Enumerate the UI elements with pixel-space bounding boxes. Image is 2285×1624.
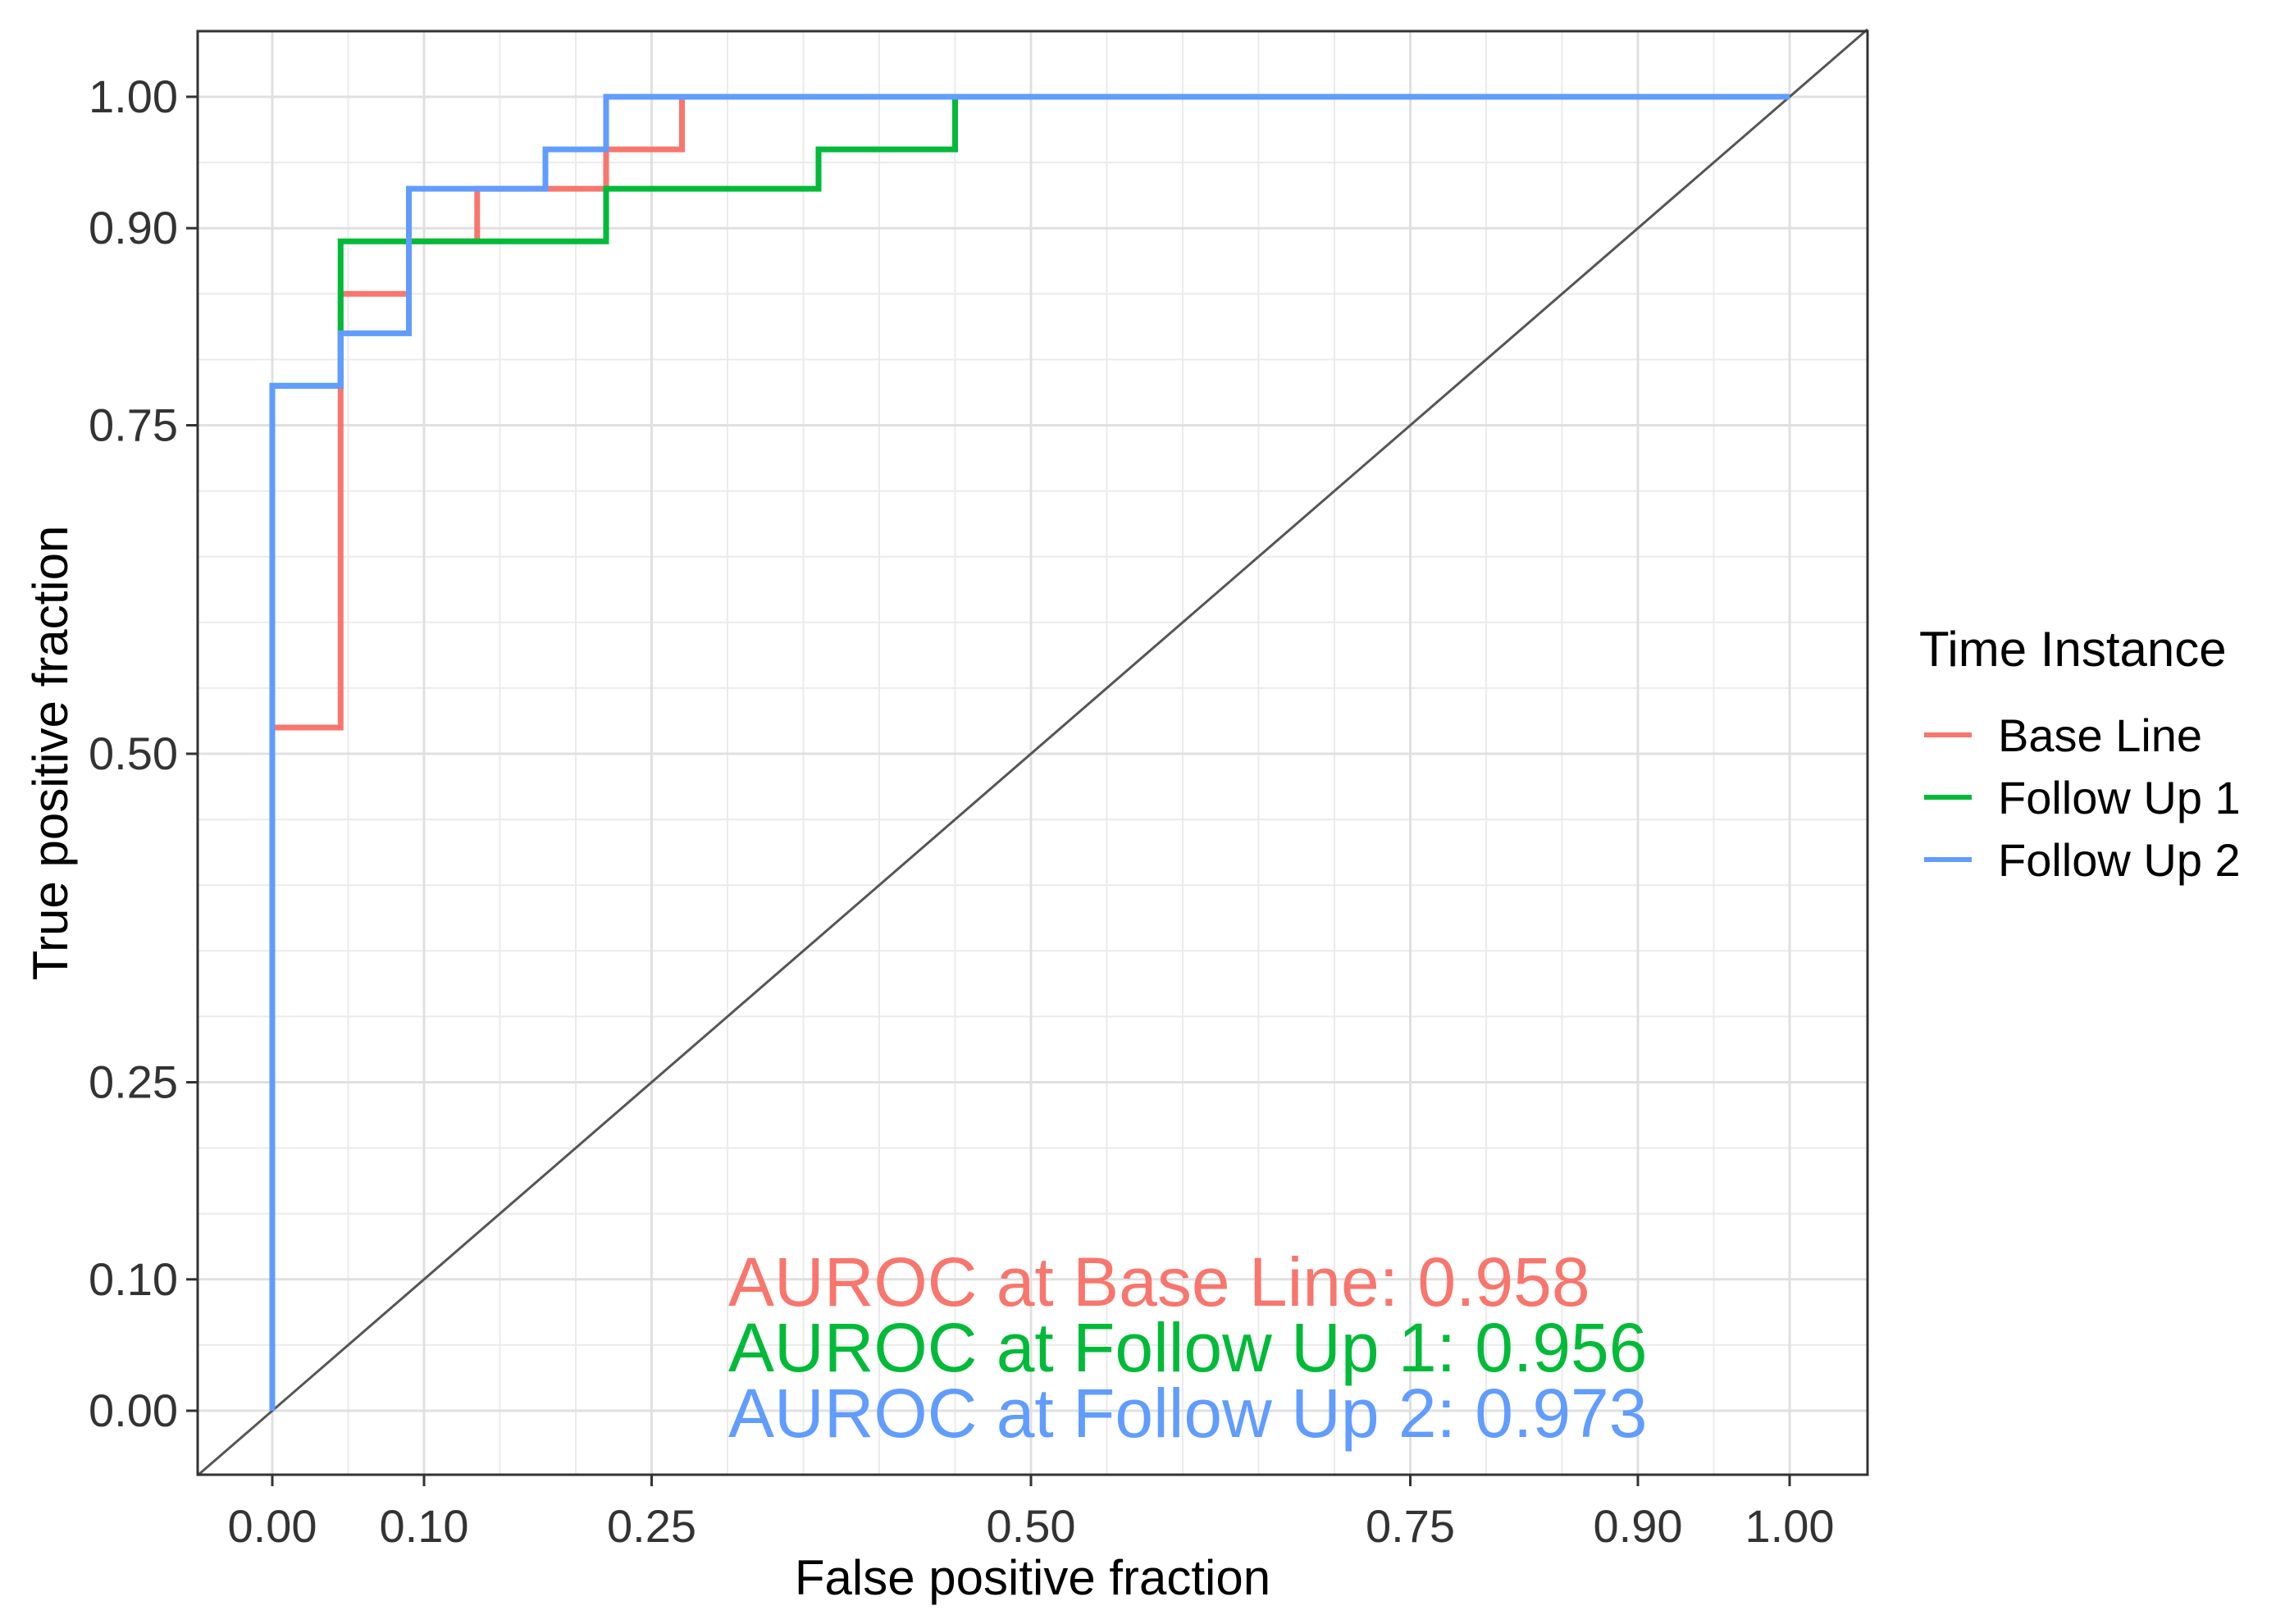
x-tick-label: 0.00 [228,1500,317,1552]
y-tick-label: 1.00 [89,71,178,122]
legend-label-follow-up-1: Follow Up 1 [1998,772,2241,823]
x-tick-label: 0.10 [380,1500,469,1552]
y-tick-label: 0.25 [89,1056,178,1108]
y-axis-title: True positive fraction [23,526,78,981]
x-tick-label: 0.50 [987,1500,1076,1552]
annotation-follow-up-1: AUROC at Follow Up 1: 0.956 [728,1309,1647,1386]
x-tick-label: 0.90 [1594,1500,1683,1552]
y-axis-ticks: 0.00 0.10 0.25 0.50 0.75 0.90 1.00 [89,71,198,1436]
x-axis-title: False positive fraction [795,1550,1270,1605]
legend-label-follow-up-2: Follow Up 2 [1998,834,2241,886]
reference-diagonal-line [197,28,1868,1476]
x-tick-label: 0.75 [1366,1500,1455,1552]
legend-label-base-line: Base Line [1998,709,2202,761]
y-tick-label: 0.10 [89,1253,178,1305]
legend: Time Instance Base Line Follow Up 1 Follow… [1919,622,2241,886]
y-tick-label: 0.75 [89,399,178,451]
annotation-base-line: AUROC at Base Line: 0.958 [728,1243,1590,1321]
y-tick-label: 0.50 [89,728,178,779]
roc-curve-follow-up-2 [269,94,1790,1411]
legend-title: Time Instance [1919,622,2227,677]
annotation-follow-up-2: AUROC at Follow Up 2: 0.973 [728,1375,1647,1452]
roc-curves [269,94,1790,1411]
annotations: AUROC at Base Line: 0.958 AUROC at Follo… [728,1243,1647,1452]
y-tick-label: 0.00 [89,1385,178,1436]
y-tick-label: 0.90 [89,202,178,253]
legend-items: Base Line Follow Up 1 Follow Up 2 [1924,709,2241,886]
x-tick-label: 1.00 [1745,1500,1835,1552]
x-axis-ticks: 0.00 0.10 0.25 0.50 0.75 0.90 1.00 [228,1475,1835,1552]
x-tick-label: 0.25 [607,1500,696,1552]
